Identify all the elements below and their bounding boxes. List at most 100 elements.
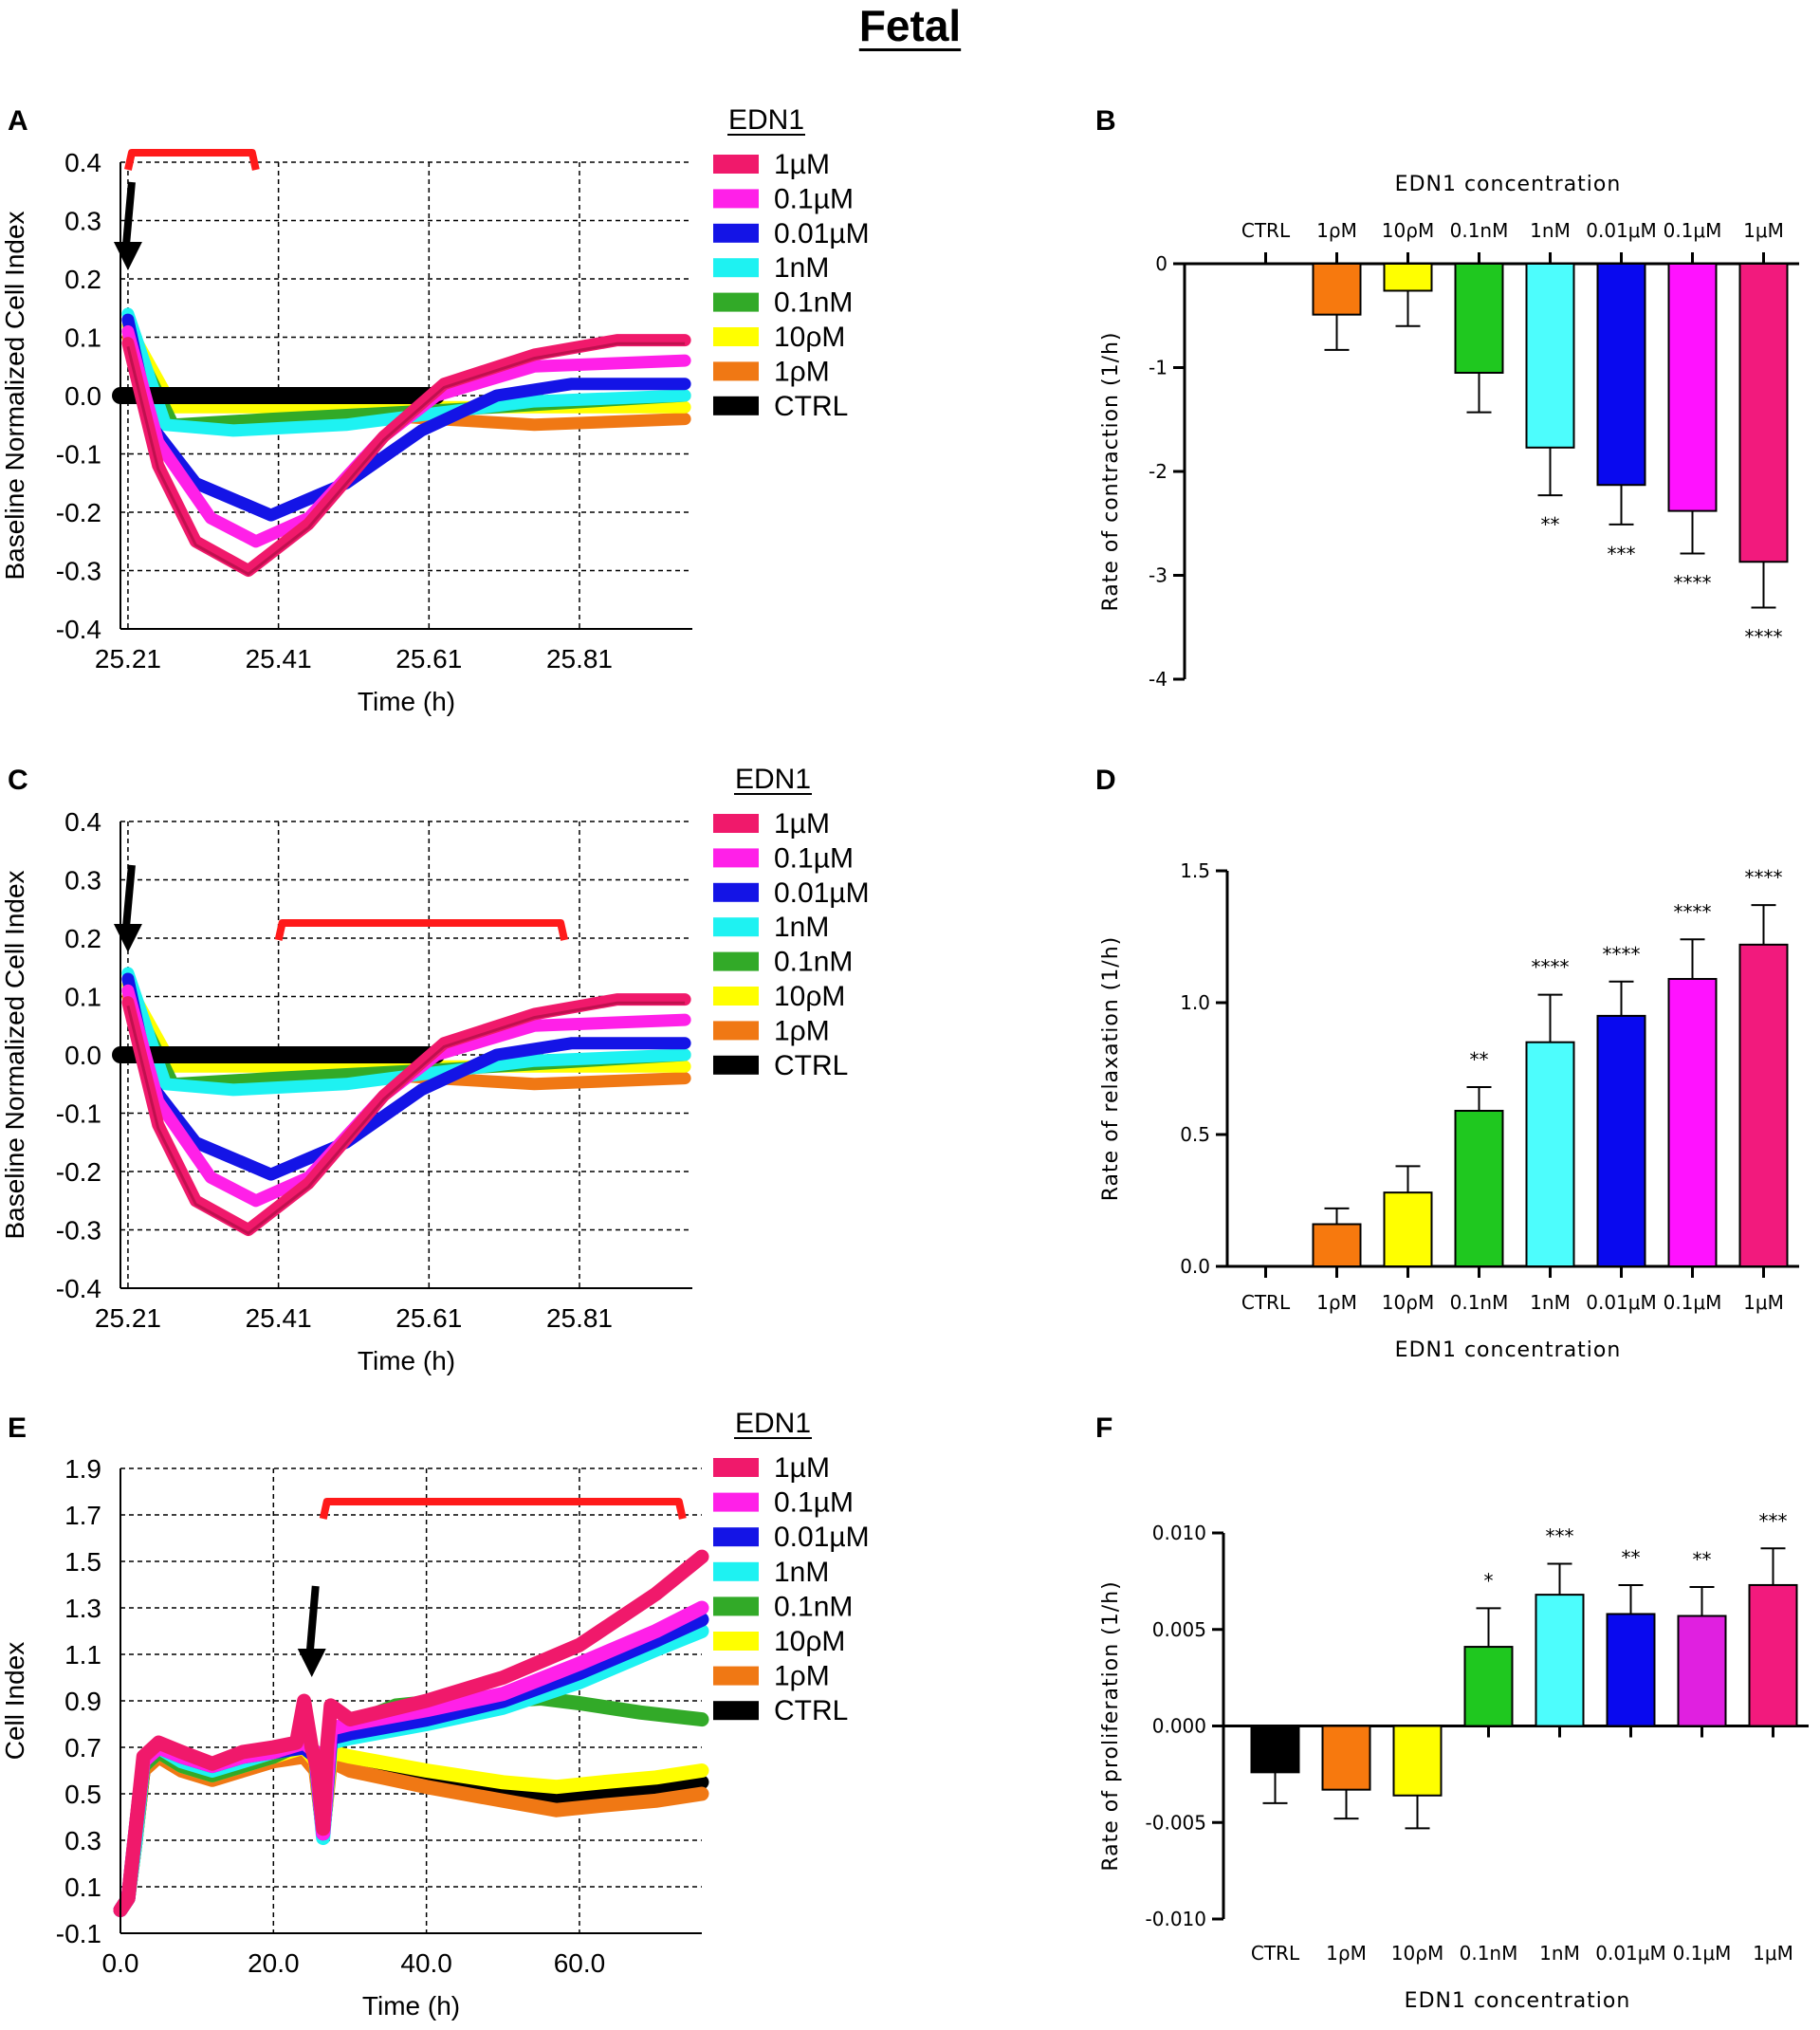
legend-swatch-CTRL bbox=[713, 1055, 759, 1075]
significance-label: ** bbox=[1541, 513, 1560, 536]
bar-1ρM bbox=[1321, 1725, 1371, 1791]
y-tick-label: -0.005 bbox=[1146, 1811, 1206, 1834]
legend-swatch-1ρM bbox=[713, 361, 759, 381]
y-tick-label: -0.010 bbox=[1146, 1908, 1206, 1930]
significance-label: * bbox=[1484, 1569, 1494, 1592]
x-tick-label: 25.61 bbox=[395, 644, 462, 674]
y-tick-label: -0.3 bbox=[56, 1216, 101, 1246]
legend-swatch-1nM bbox=[713, 258, 759, 278]
bar-1nM bbox=[1535, 1594, 1585, 1727]
legend-label-0.1nM: 0.1nM bbox=[774, 1591, 853, 1622]
y-tick-label: 0.2 bbox=[64, 265, 101, 294]
y-tick-label: -2 bbox=[1149, 460, 1167, 483]
y-tick-label: -0.1 bbox=[56, 1919, 101, 1948]
y-tick-label: 0.1 bbox=[64, 1873, 101, 1902]
significance-label: ** bbox=[1693, 1548, 1712, 1571]
significance-label: *** bbox=[1608, 543, 1636, 565]
x-axis-title: Time (h) bbox=[358, 1346, 455, 1375]
legend-label-0.01µM: 0.01µM bbox=[774, 877, 870, 909]
significance-label: **** bbox=[1532, 956, 1570, 979]
legend-swatch-CTRL bbox=[713, 1701, 759, 1721]
x-tick-label: 25.21 bbox=[95, 1303, 161, 1333]
legend-swatch-0.01µM bbox=[713, 223, 759, 243]
y-tick-label: 0.000 bbox=[1152, 1715, 1206, 1738]
legend-label-1ρM: 1ρM bbox=[774, 356, 830, 387]
bar-0.1μM bbox=[1667, 263, 1718, 512]
series-line-1nM bbox=[121, 967, 691, 1097]
legend-swatch-10ρM bbox=[713, 987, 759, 1006]
time-window-bracket bbox=[274, 919, 569, 941]
legend-label-CTRL: CTRL bbox=[774, 1050, 848, 1081]
bar-0.1nM bbox=[1454, 263, 1504, 374]
bar-1ρM bbox=[1312, 263, 1362, 316]
y-tick-label: 0 bbox=[1155, 252, 1167, 275]
bar-10ρM bbox=[1392, 1725, 1443, 1797]
legend-swatch-1µM bbox=[713, 1458, 759, 1477]
category-label: 10ρM bbox=[1391, 1942, 1443, 1965]
category-label: 0.01μM bbox=[1586, 1291, 1657, 1314]
panel-letter-A: A bbox=[8, 105, 28, 137]
legend-label-0.01µM: 0.01µM bbox=[774, 218, 870, 249]
x-axis-title: EDN1 concentration bbox=[1405, 1989, 1631, 2013]
time-window-bracket bbox=[124, 149, 260, 171]
y-tick-label: -0.2 bbox=[56, 498, 101, 527]
legend-label-10ρM: 10ρM bbox=[774, 981, 845, 1012]
legend-label-1µM: 1µM bbox=[774, 1452, 830, 1484]
y-tick-label: 1.9 bbox=[64, 1454, 101, 1484]
y-tick-label: 0.3 bbox=[64, 1826, 101, 1855]
x-tick-label: 25.81 bbox=[546, 1303, 613, 1333]
significance-label: *** bbox=[1759, 1509, 1788, 1532]
bar-0.01μM bbox=[1596, 263, 1646, 487]
legend-swatch-10ρM bbox=[713, 1632, 759, 1651]
legend-label-1nM: 1nM bbox=[774, 252, 829, 284]
legend-title: EDN1 bbox=[735, 764, 811, 795]
category-label: 0.01μM bbox=[1586, 219, 1657, 242]
x-tick-label: 25.61 bbox=[395, 1303, 462, 1333]
legend-swatch-0.1nM bbox=[713, 1596, 759, 1616]
bar-0.1μM bbox=[1677, 1615, 1727, 1727]
panel-letter-F: F bbox=[1095, 1412, 1112, 1444]
y-tick-label: 0.7 bbox=[64, 1733, 101, 1762]
y-tick-label: 0.3 bbox=[64, 207, 101, 236]
bar-chart-B: 0 -1 -2 -3 -4 CTRL 1ρM 10ρM 0.1nM ** 1nM *** 0.01μM *… bbox=[1099, 173, 1799, 691]
category-label: 0.01μM bbox=[1595, 1942, 1666, 1965]
panel-letter-D: D bbox=[1095, 765, 1116, 796]
y-tick-label: -0.4 bbox=[56, 1274, 101, 1303]
legend-title: EDN1 bbox=[728, 104, 804, 136]
y-tick-label: -1 bbox=[1149, 357, 1167, 379]
page-title: Fetal bbox=[858, 1, 962, 50]
category-label: 1nM bbox=[1530, 219, 1571, 242]
y-tick-label: -3 bbox=[1149, 564, 1167, 587]
y-tick-label: 1.5 bbox=[1180, 859, 1210, 882]
x-axis-title: Time (h) bbox=[358, 687, 455, 716]
x-tick-label: 25.41 bbox=[246, 644, 312, 674]
y-tick-label: 0.1 bbox=[64, 983, 101, 1012]
y-tick-label: 0.010 bbox=[1152, 1522, 1206, 1544]
panel-letter-E: E bbox=[8, 1412, 27, 1444]
series-line-1nM bbox=[121, 307, 691, 437]
y-tick-label: 0.0 bbox=[64, 381, 101, 411]
significance-label: **** bbox=[1674, 900, 1712, 923]
y-tick-label: 0.3 bbox=[64, 866, 101, 895]
y-tick-label: 1.1 bbox=[64, 1640, 101, 1670]
category-label: 0.1μM bbox=[1673, 1942, 1732, 1965]
category-label: 0.1nM bbox=[1460, 1942, 1518, 1965]
y-tick-label: 1.0 bbox=[1180, 991, 1210, 1014]
category-label: 0.1μM bbox=[1664, 1291, 1722, 1314]
significance-label: **** bbox=[1603, 943, 1641, 966]
category-label: 1ρM bbox=[1316, 1291, 1357, 1314]
down-arrow-icon bbox=[113, 242, 142, 270]
y-axis-title: Cell Index bbox=[0, 1642, 29, 1761]
y-tick-label: 1.3 bbox=[64, 1594, 101, 1623]
category-label: 0.1μM bbox=[1664, 219, 1722, 242]
category-label: CTRL bbox=[1241, 1291, 1291, 1314]
legend-label-10ρM: 10ρM bbox=[774, 322, 845, 353]
y-axis-title: Rate of contraction (1/h) bbox=[1099, 331, 1123, 611]
x-tick-label: 60.0 bbox=[554, 1948, 606, 1978]
y-tick-label: 0.2 bbox=[64, 924, 101, 953]
y-axis-title: Rate of proliferation (1/h) bbox=[1099, 1580, 1123, 1871]
legend-label-1ρM: 1ρM bbox=[774, 1661, 830, 1692]
